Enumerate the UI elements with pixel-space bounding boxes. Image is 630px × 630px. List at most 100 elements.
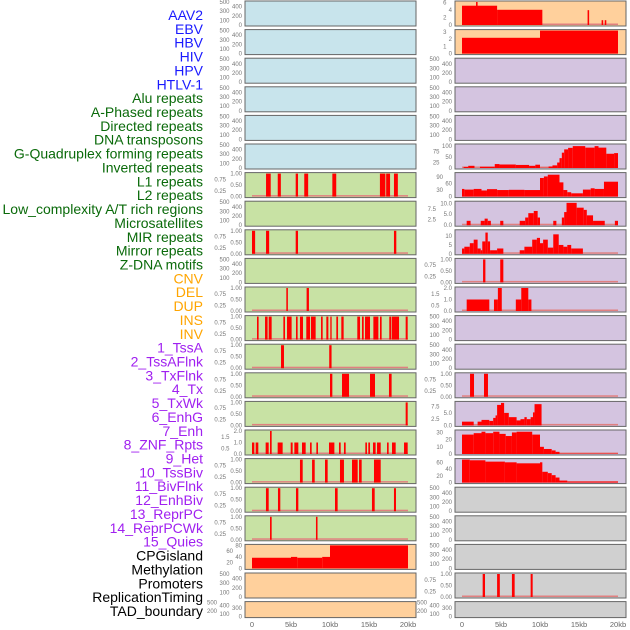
bar	[310, 442, 312, 454]
y-tick-label: 0.25	[214, 389, 226, 395]
y-tick-label: 1.00	[230, 172, 242, 178]
y-tick-label: 300	[429, 95, 440, 101]
x-tick-label: 0	[460, 620, 464, 629]
bar	[302, 442, 306, 454]
baseline	[252, 509, 408, 512]
panel-background	[244, 57, 417, 84]
track-label: Alu repeats	[132, 90, 203, 106]
bar	[361, 316, 364, 340]
bar	[277, 442, 283, 454]
baseline	[252, 338, 408, 340]
bar	[540, 446, 544, 454]
y-tick-label: 100	[219, 76, 230, 82]
y-tick-label: 500	[219, 200, 230, 206]
y-tick-label: 10	[436, 445, 443, 451]
y-tick-label: 20	[436, 474, 443, 480]
bar	[283, 316, 285, 340]
bar	[252, 442, 255, 454]
y-tick-label: 0.50	[440, 584, 452, 590]
bar	[551, 475, 556, 483]
y-tick-label: 2	[443, 16, 447, 22]
track-panel-right: 0.00 0.25 0.50 0.75 1.00	[424, 572, 627, 601]
y-tick-label: 60	[445, 182, 452, 188]
y-tick-label: 5	[449, 243, 453, 249]
bar	[359, 459, 362, 483]
y-tick-label: 0.00	[230, 423, 242, 429]
bar	[328, 442, 335, 454]
y-tick-label: 0.00	[230, 309, 242, 315]
baseline	[462, 309, 618, 311]
y-tick-label: 1.00	[230, 372, 242, 378]
bar	[561, 217, 565, 226]
bar	[484, 373, 488, 397]
bar	[473, 239, 478, 254]
y-tick-label: 300	[429, 553, 440, 559]
bar	[564, 149, 569, 168]
bar	[499, 164, 516, 168]
bar	[306, 288, 309, 311]
panel-background	[454, 114, 627, 141]
y-tick-label: 0.25	[424, 389, 436, 395]
y-tick-label: 300	[219, 581, 230, 587]
y-tick-label: 1.00	[440, 572, 452, 578]
y-tick-label: 400	[232, 90, 243, 96]
bar	[604, 20, 607, 25]
y-tick-label: 2.0	[234, 429, 243, 435]
bar	[555, 477, 560, 483]
y-tick-label: 0	[239, 223, 243, 229]
bar	[295, 316, 298, 340]
track-label: CPGisland	[136, 548, 203, 564]
bar	[532, 239, 537, 254]
y-tick-label: 300	[219, 152, 230, 158]
y-tick-label: 2.0	[444, 286, 453, 292]
track-label: 10_TssBiv	[139, 464, 203, 480]
track-label: Inverted repeats	[102, 160, 203, 176]
y-tick-label: 3	[443, 30, 447, 36]
track-label: G-Quadruplex forming repeats	[14, 146, 203, 162]
y-tick-label: 60	[436, 460, 443, 466]
track-label: 14_ReprPCWk	[110, 520, 204, 536]
bar	[265, 442, 269, 454]
y-tick-label: 500	[219, 57, 230, 63]
baseline	[462, 395, 618, 397]
y-tick-label: 50	[445, 155, 452, 161]
panel-background	[244, 86, 417, 113]
y-tick-label: 0	[239, 615, 243, 621]
y-tick-label: 0.50	[230, 183, 242, 189]
bar	[614, 220, 618, 226]
bar	[268, 316, 272, 340]
bar	[567, 192, 572, 197]
bar	[481, 419, 490, 426]
bar	[493, 299, 498, 311]
bar	[501, 402, 505, 426]
bar	[497, 288, 502, 311]
panel-background	[244, 601, 417, 619]
panel-background	[244, 400, 417, 427]
bar	[295, 173, 299, 197]
track-label: INV	[180, 326, 204, 342]
bar	[256, 316, 259, 340]
y-tick-label: 0.50	[230, 526, 242, 532]
bar	[487, 220, 491, 226]
bar	[469, 243, 474, 254]
y-tick-label: 4	[449, 8, 453, 14]
track-label: CNV	[173, 270, 203, 286]
track-label: Promoters	[138, 575, 203, 591]
bar	[352, 459, 358, 483]
bar	[525, 217, 529, 226]
y-tick-label: 0	[239, 137, 243, 143]
track-panel-left: 0.00 0.25 0.50 0.75 1.00	[214, 515, 417, 544]
y-tick-label: 500	[429, 543, 440, 549]
track-label: 4_Tx	[172, 381, 203, 397]
bar	[270, 431, 272, 454]
bar	[299, 459, 303, 483]
bar	[571, 193, 583, 197]
track-label: Low_complexity A/T rich regions	[3, 201, 204, 217]
bar	[537, 217, 540, 226]
bar	[601, 20, 604, 25]
bar	[312, 459, 315, 483]
